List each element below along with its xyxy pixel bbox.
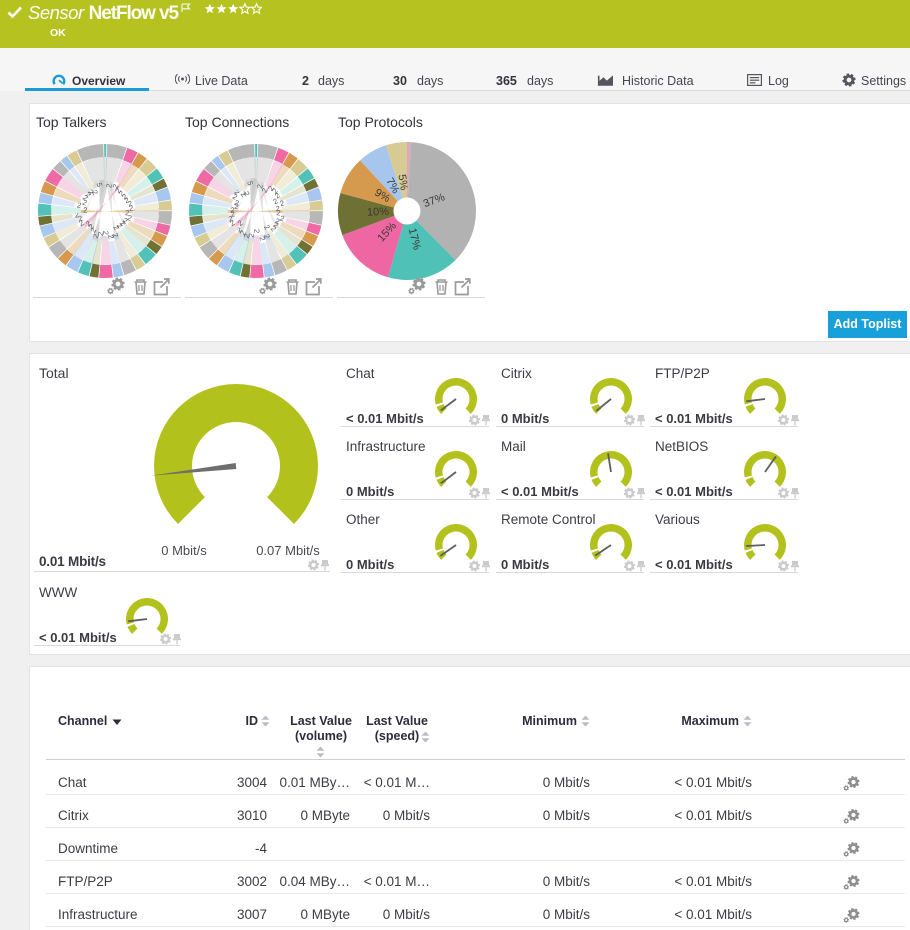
svg-text:2: 2 <box>104 183 114 189</box>
svg-text:2: 2 <box>279 198 285 208</box>
svg-text:2: 2 <box>257 236 267 242</box>
svg-text:2: 2 <box>230 209 235 219</box>
svg-text:2: 2 <box>101 231 110 235</box>
svg-text:2: 2 <box>115 221 124 230</box>
svg-text:2: 2 <box>111 223 121 231</box>
svg-text:2: 2 <box>126 213 133 223</box>
svg-text:2: 2 <box>255 183 265 189</box>
svg-text:2: 2 <box>81 198 88 208</box>
svg-text:2: 2 <box>77 214 84 224</box>
svg-text:2: 2 <box>84 190 93 199</box>
svg-text:2: 2 <box>106 234 116 240</box>
svg-text:2: 2 <box>228 218 236 228</box>
svg-text:2: 2 <box>96 231 106 237</box>
svg-text:2: 2 <box>238 229 248 237</box>
svg-text:2: 2 <box>74 210 79 220</box>
svg-text:17%: 17% <box>406 227 423 252</box>
svg-text:2: 2 <box>83 206 87 215</box>
svg-text:2: 2 <box>77 218 85 228</box>
svg-text:2: 2 <box>272 220 281 230</box>
svg-text:2: 2 <box>260 187 270 195</box>
svg-text:2: 2 <box>242 190 252 198</box>
svg-text:2: 2 <box>234 202 240 212</box>
svg-text:2: 2 <box>91 233 101 240</box>
svg-text:2: 2 <box>118 218 127 228</box>
svg-text:2: 2 <box>239 190 249 199</box>
svg-text:2: 2 <box>125 208 130 217</box>
svg-text:2: 2 <box>88 226 98 234</box>
svg-text:2: 2 <box>262 223 272 231</box>
svg-text:2: 2 <box>275 204 280 213</box>
svg-text:2: 2 <box>90 188 100 196</box>
svg-text:2: 2 <box>129 204 134 213</box>
svg-text:2: 2 <box>235 225 245 234</box>
svg-text:2: 2 <box>273 191 282 201</box>
svg-text:2: 2 <box>269 224 278 233</box>
svg-text:2: 2 <box>127 199 133 209</box>
svg-text:2: 2 <box>111 183 121 191</box>
svg-text:2: 2 <box>86 188 96 197</box>
svg-text:2: 2 <box>87 222 97 231</box>
svg-text:2: 2 <box>233 198 240 208</box>
svg-text:2: 2 <box>110 232 120 239</box>
svg-text:2: 2 <box>120 192 129 202</box>
svg-text:5: 5 <box>95 182 105 188</box>
svg-text:2: 2 <box>276 208 281 217</box>
svg-text:2: 2 <box>262 233 272 240</box>
svg-text:5: 5 <box>245 180 255 186</box>
svg-text:2: 2 <box>279 214 286 224</box>
svg-text:2: 2 <box>272 196 280 206</box>
svg-text:2: 2 <box>121 216 129 226</box>
svg-text:2: 2 <box>84 219 93 229</box>
svg-text:2: 2 <box>232 188 241 197</box>
svg-text:2: 2 <box>117 189 126 198</box>
svg-text:2: 2 <box>113 187 123 196</box>
svg-text:2: 2 <box>81 193 89 203</box>
svg-text:2: 2 <box>266 184 276 193</box>
svg-text:2: 2 <box>270 186 279 195</box>
svg-text:10%: 10% <box>367 206 390 219</box>
svg-text:2: 2 <box>231 192 239 202</box>
svg-text:5%: 5% <box>395 174 409 192</box>
svg-text:2: 2 <box>247 233 257 239</box>
svg-text:2: 2 <box>242 233 252 240</box>
svg-text:2: 2 <box>76 200 82 210</box>
svg-text:2: 2 <box>236 218 245 228</box>
svg-text:2: 2 <box>230 205 234 214</box>
svg-text:2: 2 <box>252 229 261 233</box>
svg-text:2: 2 <box>273 216 281 226</box>
svg-text:2: 2 <box>123 195 131 205</box>
svg-text:2: 2 <box>227 214 234 224</box>
